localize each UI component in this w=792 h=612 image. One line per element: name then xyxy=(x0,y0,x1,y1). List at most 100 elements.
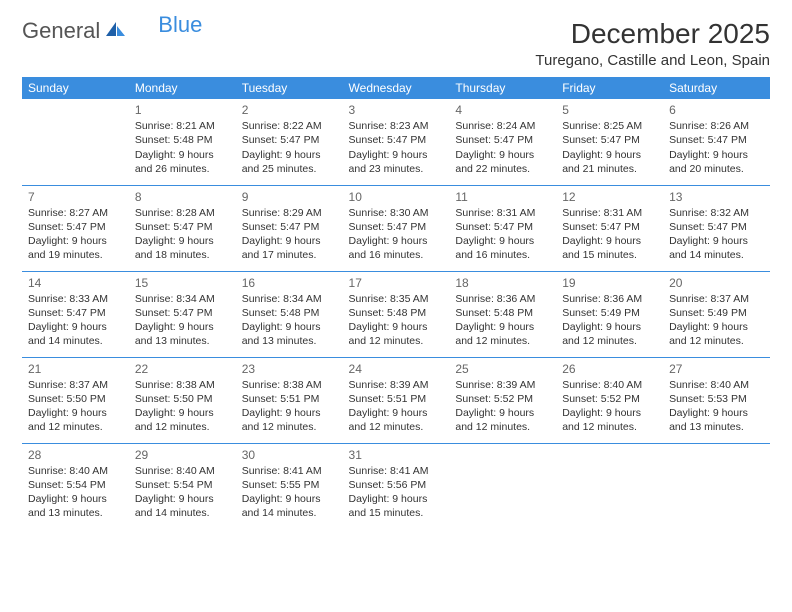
calendar-day-cell: 17Sunrise: 8:35 AMSunset: 5:48 PMDayligh… xyxy=(343,271,450,357)
calendar-day-cell: 29Sunrise: 8:40 AMSunset: 5:54 PMDayligh… xyxy=(129,443,236,529)
weekday-header: Wednesday xyxy=(343,77,450,99)
sunrise-line: Sunrise: 8:23 AM xyxy=(349,119,444,133)
daylight-line: Daylight: 9 hours and 22 minutes. xyxy=(455,148,550,176)
daylight-line: Daylight: 9 hours and 14 minutes. xyxy=(28,320,123,348)
sunset-line: Sunset: 5:47 PM xyxy=(28,306,123,320)
sunrise-line: Sunrise: 8:34 AM xyxy=(135,292,230,306)
page-header: General Blue December 2025 Turegano, Cas… xyxy=(22,18,770,69)
calendar-day-cell: 3Sunrise: 8:23 AMSunset: 5:47 PMDaylight… xyxy=(343,99,450,185)
sunrise-line: Sunrise: 8:22 AM xyxy=(242,119,337,133)
sunrise-line: Sunrise: 8:29 AM xyxy=(242,206,337,220)
calendar-day-cell: 26Sunrise: 8:40 AMSunset: 5:52 PMDayligh… xyxy=(556,357,663,443)
calendar-day-cell: 18Sunrise: 8:36 AMSunset: 5:48 PMDayligh… xyxy=(449,271,556,357)
daylight-line: Daylight: 9 hours and 12 minutes. xyxy=(455,320,550,348)
daylight-line: Daylight: 9 hours and 12 minutes. xyxy=(669,320,764,348)
daylight-line: Daylight: 9 hours and 15 minutes. xyxy=(349,492,444,520)
daylight-line: Daylight: 9 hours and 12 minutes. xyxy=(135,406,230,434)
calendar-day-cell: 23Sunrise: 8:38 AMSunset: 5:51 PMDayligh… xyxy=(236,357,343,443)
calendar-day-cell: 13Sunrise: 8:32 AMSunset: 5:47 PMDayligh… xyxy=(663,185,770,271)
calendar-day-cell: 12Sunrise: 8:31 AMSunset: 5:47 PMDayligh… xyxy=(556,185,663,271)
day-number: 13 xyxy=(669,189,764,205)
sunset-line: Sunset: 5:47 PM xyxy=(28,220,123,234)
daylight-line: Daylight: 9 hours and 17 minutes. xyxy=(242,234,337,262)
location-subtitle: Turegano, Castille and Leon, Spain xyxy=(535,52,770,69)
sunset-line: Sunset: 5:52 PM xyxy=(455,392,550,406)
sunset-line: Sunset: 5:47 PM xyxy=(135,220,230,234)
daylight-line: Daylight: 9 hours and 12 minutes. xyxy=(562,406,657,434)
daylight-line: Daylight: 9 hours and 12 minutes. xyxy=(242,406,337,434)
weekday-header: Friday xyxy=(556,77,663,99)
calendar-day-cell: 2Sunrise: 8:22 AMSunset: 5:47 PMDaylight… xyxy=(236,99,343,185)
day-number: 26 xyxy=(562,361,657,377)
day-number: 8 xyxy=(135,189,230,205)
calendar-day-cell: 1Sunrise: 8:21 AMSunset: 5:48 PMDaylight… xyxy=(129,99,236,185)
calendar-day-cell: 25Sunrise: 8:39 AMSunset: 5:52 PMDayligh… xyxy=(449,357,556,443)
sunset-line: Sunset: 5:47 PM xyxy=(669,133,764,147)
weekday-header: Sunday xyxy=(22,77,129,99)
daylight-line: Daylight: 9 hours and 20 minutes. xyxy=(669,148,764,176)
sunrise-line: Sunrise: 8:27 AM xyxy=(28,206,123,220)
day-number: 23 xyxy=(242,361,337,377)
sunrise-line: Sunrise: 8:26 AM xyxy=(669,119,764,133)
day-number: 14 xyxy=(28,275,123,291)
day-number: 9 xyxy=(242,189,337,205)
sunset-line: Sunset: 5:48 PM xyxy=(349,306,444,320)
sunset-line: Sunset: 5:53 PM xyxy=(669,392,764,406)
calendar-week-row: 14Sunrise: 8:33 AMSunset: 5:47 PMDayligh… xyxy=(22,271,770,357)
calendar-empty-cell xyxy=(449,443,556,529)
sunrise-line: Sunrise: 8:35 AM xyxy=(349,292,444,306)
sunset-line: Sunset: 5:48 PM xyxy=(455,306,550,320)
daylight-line: Daylight: 9 hours and 16 minutes. xyxy=(349,234,444,262)
weekday-header: Monday xyxy=(129,77,236,99)
weekday-header: Saturday xyxy=(663,77,770,99)
title-block: December 2025 Turegano, Castille and Leo… xyxy=(535,18,770,69)
sunset-line: Sunset: 5:51 PM xyxy=(242,392,337,406)
day-number: 28 xyxy=(28,447,123,463)
calendar-day-cell: 15Sunrise: 8:34 AMSunset: 5:47 PMDayligh… xyxy=(129,271,236,357)
sunrise-line: Sunrise: 8:41 AM xyxy=(242,464,337,478)
sunset-line: Sunset: 5:51 PM xyxy=(349,392,444,406)
calendar-day-cell: 21Sunrise: 8:37 AMSunset: 5:50 PMDayligh… xyxy=(22,357,129,443)
calendar-day-cell: 27Sunrise: 8:40 AMSunset: 5:53 PMDayligh… xyxy=(663,357,770,443)
day-number: 15 xyxy=(135,275,230,291)
calendar-day-cell: 20Sunrise: 8:37 AMSunset: 5:49 PMDayligh… xyxy=(663,271,770,357)
calendar-week-row: 28Sunrise: 8:40 AMSunset: 5:54 PMDayligh… xyxy=(22,443,770,529)
sunset-line: Sunset: 5:49 PM xyxy=(669,306,764,320)
daylight-line: Daylight: 9 hours and 21 minutes. xyxy=(562,148,657,176)
calendar-body: 1Sunrise: 8:21 AMSunset: 5:48 PMDaylight… xyxy=(22,99,770,529)
day-number: 2 xyxy=(242,102,337,118)
daylight-line: Daylight: 9 hours and 13 minutes. xyxy=(669,406,764,434)
calendar-day-cell: 24Sunrise: 8:39 AMSunset: 5:51 PMDayligh… xyxy=(343,357,450,443)
day-number: 5 xyxy=(562,102,657,118)
daylight-line: Daylight: 9 hours and 12 minutes. xyxy=(349,406,444,434)
day-number: 27 xyxy=(669,361,764,377)
day-number: 4 xyxy=(455,102,550,118)
calendar-table: SundayMondayTuesdayWednesdayThursdayFrid… xyxy=(22,77,770,529)
logo-sail-icon xyxy=(104,20,126,43)
calendar-day-cell: 31Sunrise: 8:41 AMSunset: 5:56 PMDayligh… xyxy=(343,443,450,529)
calendar-empty-cell xyxy=(22,99,129,185)
day-number: 16 xyxy=(242,275,337,291)
sunset-line: Sunset: 5:54 PM xyxy=(28,478,123,492)
sunrise-line: Sunrise: 8:34 AM xyxy=(242,292,337,306)
sunset-line: Sunset: 5:49 PM xyxy=(562,306,657,320)
sunset-line: Sunset: 5:47 PM xyxy=(135,306,230,320)
sunrise-line: Sunrise: 8:36 AM xyxy=(455,292,550,306)
sunset-line: Sunset: 5:55 PM xyxy=(242,478,337,492)
calendar-day-cell: 19Sunrise: 8:36 AMSunset: 5:49 PMDayligh… xyxy=(556,271,663,357)
sunrise-line: Sunrise: 8:39 AM xyxy=(349,378,444,392)
sunrise-line: Sunrise: 8:39 AM xyxy=(455,378,550,392)
calendar-day-cell: 30Sunrise: 8:41 AMSunset: 5:55 PMDayligh… xyxy=(236,443,343,529)
calendar-empty-cell xyxy=(556,443,663,529)
day-number: 31 xyxy=(349,447,444,463)
daylight-line: Daylight: 9 hours and 14 minutes. xyxy=(242,492,337,520)
sunrise-line: Sunrise: 8:24 AM xyxy=(455,119,550,133)
day-number: 22 xyxy=(135,361,230,377)
sunrise-line: Sunrise: 8:41 AM xyxy=(349,464,444,478)
daylight-line: Daylight: 9 hours and 13 minutes. xyxy=(135,320,230,348)
day-number: 30 xyxy=(242,447,337,463)
sunset-line: Sunset: 5:48 PM xyxy=(135,133,230,147)
sunrise-line: Sunrise: 8:38 AM xyxy=(242,378,337,392)
calendar-day-cell: 9Sunrise: 8:29 AMSunset: 5:47 PMDaylight… xyxy=(236,185,343,271)
daylight-line: Daylight: 9 hours and 25 minutes. xyxy=(242,148,337,176)
